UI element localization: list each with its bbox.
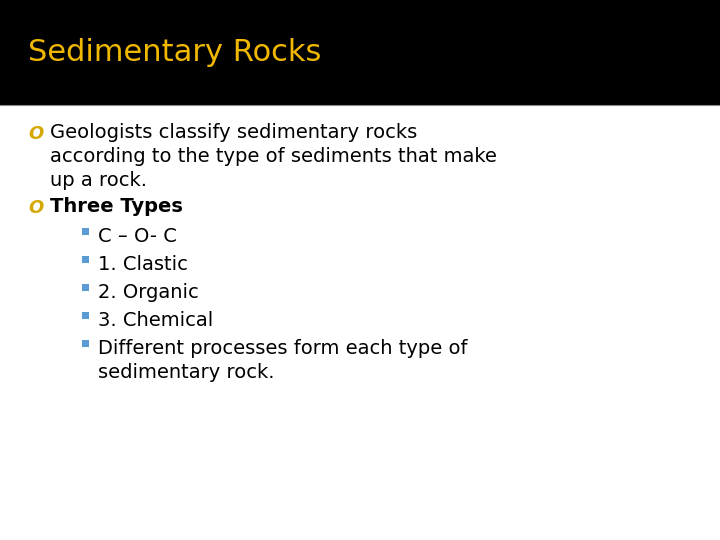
Text: C – O- C: C – O- C (98, 227, 177, 246)
FancyBboxPatch shape (0, 0, 720, 105)
FancyBboxPatch shape (82, 228, 89, 235)
FancyBboxPatch shape (82, 340, 89, 347)
FancyBboxPatch shape (82, 284, 89, 291)
Text: 2. Organic: 2. Organic (98, 283, 199, 302)
Text: 1. Clastic: 1. Clastic (98, 255, 188, 274)
FancyBboxPatch shape (82, 256, 89, 263)
Text: O: O (28, 199, 43, 217)
Text: Geologists classify sedimentary rocks
according to the type of sediments that ma: Geologists classify sedimentary rocks ac… (50, 123, 497, 191)
Text: Three Types: Three Types (50, 197, 183, 216)
Text: O: O (28, 125, 43, 143)
Text: Different processes form each type of
sedimentary rock.: Different processes form each type of se… (98, 339, 467, 382)
FancyBboxPatch shape (82, 312, 89, 319)
Text: 3. Chemical: 3. Chemical (98, 311, 213, 330)
Text: Sedimentary Rocks: Sedimentary Rocks (28, 38, 321, 67)
